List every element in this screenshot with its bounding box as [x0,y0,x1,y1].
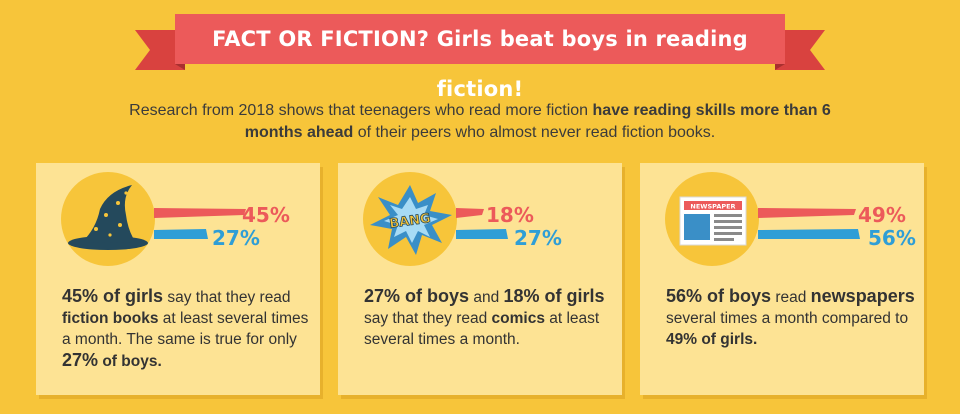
girls-percent: 49% [858,203,906,227]
desc-text-1: and [469,289,504,306]
newspaper-icon: NEWSPAPER [679,196,747,246]
desc-highlight-3: 49% of girls [666,331,753,348]
card-description: 56% of boys read newspapers several time… [666,286,916,350]
fiction-graphic [61,172,246,266]
girls-bar [758,208,856,218]
desc-text-3: . [753,331,758,348]
girls-percent: 45% [242,203,290,227]
fact-card-newspapers: NEWSPAPER 49% 56% 56% of boys read newsp… [640,163,924,395]
girls-bar [456,208,484,218]
desc-text-1: say that they read [163,289,291,306]
card-description: 27% of boys and 18% of girls say that th… [364,286,614,350]
intro-bold: have reading skills more than 6 months a… [244,102,831,141]
desc-highlight-3: comics [491,310,545,327]
boys-percent: 27% [212,226,260,250]
svg-text:BANG: BANG [388,211,431,232]
newspaper-graphic: NEWSPAPER [665,172,860,266]
desc-highlight-2: 18% of girls [503,286,605,306]
fact-card-fiction: 45% 27% 45% of girls say that they read … [36,163,320,395]
wizard-hat-icon [68,185,148,250]
desc-text-2: say that they read [364,310,492,327]
desc-text-1: read [771,289,811,306]
desc-highlight-2: newspapers [810,286,915,306]
intro-part2: of their peers who almost never read fic… [353,124,716,141]
desc-text-3: at least several times a month. [364,310,600,348]
intro-text: Research from 2018 shows that teenagers … [110,100,850,144]
desc-text-3: of boys. [98,353,162,370]
desc-highlight-1: 45% of girls [62,286,164,306]
desc-text-2: several times a month compared to [666,310,909,327]
intro-part1: Research from 2018 shows that teenagers … [129,102,593,119]
bang-comic-icon: BANG [370,185,452,255]
boys-bar [154,229,208,239]
comics-graphic: BANG [363,172,508,266]
card-description: 45% of girls say that they read fiction … [62,286,312,372]
desc-highlight-1: 27% of boys [364,286,470,306]
desc-highlight-3: 27% [62,350,99,370]
boys-percent: 56% [868,226,916,250]
girls-bar [154,208,246,218]
svg-text:NEWSPAPER: NEWSPAPER [690,203,735,211]
girls-percent: 18% [486,203,534,227]
boys-percent: 27% [514,226,562,250]
boys-bar [456,229,508,239]
title-banner [135,14,825,70]
desc-highlight-2: fiction books [62,310,159,327]
page-title: FACT OR FICTION? Girls beat boys in read… [212,27,748,101]
boys-bar [758,229,860,239]
fact-card-comics: BANG 18% 27% 27% of boys and 18% of girl… [338,163,622,395]
desc-text-2: at least several times a month. The same… [62,310,309,348]
desc-highlight-1: 56% of boys [666,286,772,306]
